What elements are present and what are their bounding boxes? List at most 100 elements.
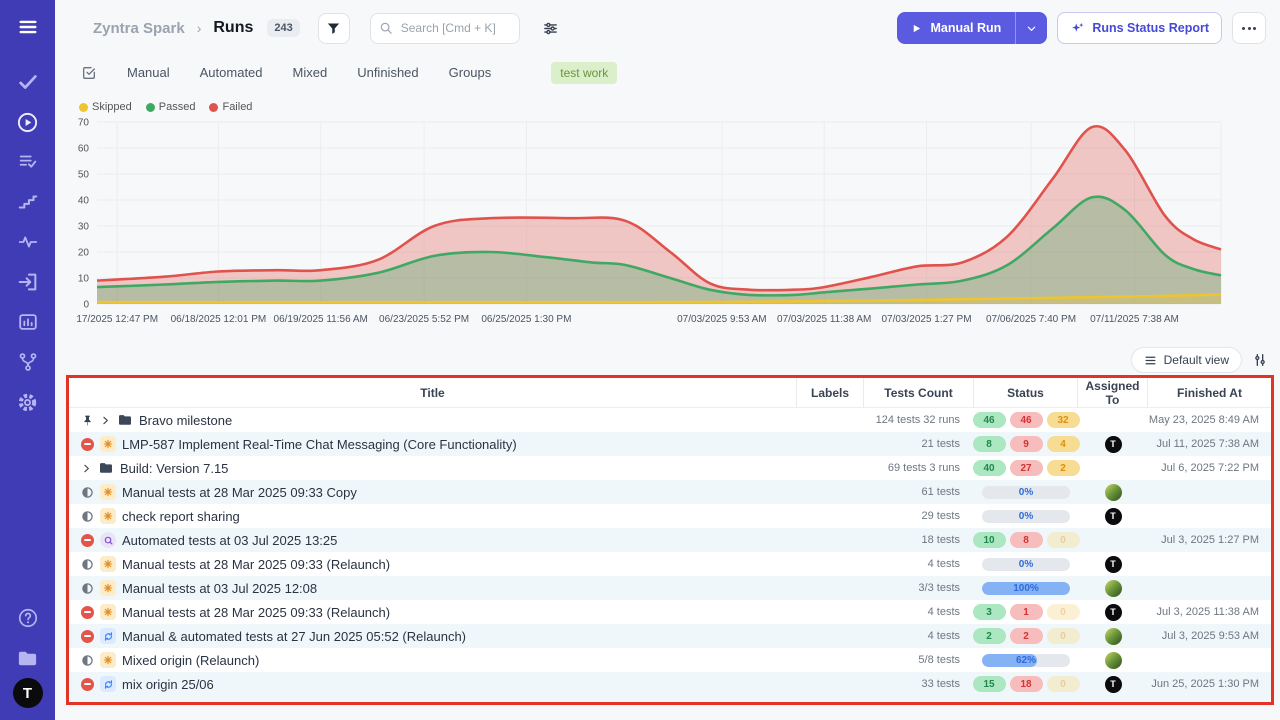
run-title[interactable]: Manual tests at 03 Jul 2025 12:08 xyxy=(122,581,317,596)
search-settings-button[interactable] xyxy=(542,20,559,37)
sidebar-item-import[interactable] xyxy=(0,262,55,302)
tests-count-cell: 69 tests 3 runs xyxy=(864,456,974,480)
run-title[interactable]: Mixed origin (Relaunch) xyxy=(122,653,259,668)
column-header-assigned-to[interactable]: Assigned To xyxy=(1078,378,1148,408)
table-row[interactable]: Mixed origin (Relaunch) 5/8 tests 62% xyxy=(69,648,1271,672)
column-header-labels[interactable]: Labels xyxy=(797,378,864,408)
default-view-label: Default view xyxy=(1164,353,1229,367)
svg-text:07/11/2025 7:38 AM: 07/11/2025 7:38 AM xyxy=(1090,314,1179,325)
sidebar-item-activity[interactable] xyxy=(0,222,55,262)
run-title[interactable]: mix origin 25/06 xyxy=(122,677,214,692)
svg-text:50: 50 xyxy=(78,170,90,181)
assignee-avatar-t[interactable]: T xyxy=(1105,508,1122,525)
menu-toggle-button[interactable] xyxy=(0,0,55,54)
progress-bar: 0% xyxy=(982,510,1070,523)
svg-text:30: 30 xyxy=(78,222,90,233)
run-title[interactable]: Manual tests at 28 Mar 2025 09:33 (Relau… xyxy=(122,557,390,572)
in-progress-status-icon xyxy=(81,654,94,667)
sidebar-item-help[interactable] xyxy=(0,598,55,638)
assignee-avatar-t[interactable]: T xyxy=(1105,676,1122,693)
chevron-right-icon[interactable] xyxy=(100,415,111,426)
tab-mixed[interactable]: Mixed xyxy=(293,65,328,80)
labels-cell xyxy=(797,552,864,576)
run-title[interactable]: LMP-587 Implement Real-Time Chat Messagi… xyxy=(122,437,517,452)
table-row[interactable]: Automated tests at 03 Jul 2025 13:25 18 … xyxy=(69,528,1271,552)
finished-at-cell: Jun 25, 2025 1:30 PM xyxy=(1148,672,1271,696)
search-icon xyxy=(379,21,393,35)
table-row[interactable]: Manual & automated tests at 27 Jun 2025 … xyxy=(69,624,1271,648)
table-row[interactable]: Bravo milestone 124 tests 32 runs 464632… xyxy=(69,408,1271,432)
tab-automated[interactable]: Automated xyxy=(200,65,263,80)
manual-run-button[interactable]: Manual Run xyxy=(897,12,1047,44)
run-title[interactable]: Manual & automated tests at 27 Jun 2025 … xyxy=(122,629,466,644)
assignee-avatar-photo[interactable] xyxy=(1105,580,1122,597)
tab-manual[interactable]: Manual xyxy=(127,65,170,80)
column-header-finished-at[interactable]: Finished At xyxy=(1148,378,1271,408)
table-row[interactable]: Manual tests at 28 Mar 2025 09:33 (Relau… xyxy=(69,552,1271,576)
legend-item-passed[interactable]: Passed xyxy=(146,101,196,113)
sliders-icon xyxy=(542,20,559,37)
chevron-right-icon[interactable] xyxy=(81,463,92,474)
skipped-count-badge: 0 xyxy=(1047,532,1080,548)
select-all-button[interactable] xyxy=(81,65,97,81)
more-options-button[interactable] xyxy=(1232,12,1266,44)
sidebar-item-test-plans[interactable] xyxy=(0,142,55,182)
user-avatar[interactable]: T xyxy=(13,678,43,708)
manual-run-origin-icon xyxy=(100,436,116,452)
columns-settings-button[interactable] xyxy=(1252,352,1268,368)
column-header-tests-count[interactable]: Tests Count xyxy=(864,378,974,408)
run-title[interactable]: check report sharing xyxy=(122,509,240,524)
assignee-avatar-photo[interactable] xyxy=(1105,652,1122,669)
runs-status-report-button[interactable]: Runs Status Report xyxy=(1057,12,1222,44)
table-row[interactable]: LMP-587 Implement Real-Time Chat Messagi… xyxy=(69,432,1271,456)
assignee-avatar-t[interactable]: T xyxy=(1105,436,1122,453)
run-title[interactable]: Build: Version 7.15 xyxy=(120,461,228,476)
sidebar-item-milestones[interactable] xyxy=(0,182,55,222)
run-title[interactable]: Manual tests at 28 Mar 2025 09:33 Copy xyxy=(122,485,357,500)
table-row[interactable]: mix origin 25/06 33 tests 15180 T Jun 25… xyxy=(69,672,1271,696)
run-title[interactable]: Bravo milestone xyxy=(139,413,232,428)
assignee-cell xyxy=(1078,408,1148,432)
table-row[interactable]: check report sharing 29 tests 0% T xyxy=(69,504,1271,528)
list-check-icon xyxy=(17,151,39,173)
manual-run-dropdown[interactable] xyxy=(1016,12,1047,44)
tests-count-cell: 18 tests xyxy=(864,528,974,552)
sidebar-item-tests[interactable] xyxy=(0,62,55,102)
view-toolbar: Default view xyxy=(55,347,1280,373)
table-row[interactable]: Manual tests at 28 Mar 2025 09:33 Copy 6… xyxy=(69,480,1271,504)
filter-tag-test-work[interactable]: test work xyxy=(551,62,617,84)
column-header-status[interactable]: Status xyxy=(974,378,1078,408)
breadcrumb-project[interactable]: Zyntra Spark xyxy=(93,20,185,37)
filter-button[interactable] xyxy=(318,13,350,44)
sidebar-item-runs[interactable] xyxy=(0,102,55,142)
chart-legend: Skipped Passed Failed xyxy=(55,90,1280,114)
breadcrumb-separator: › xyxy=(197,20,202,36)
default-view-button[interactable]: Default view xyxy=(1131,347,1242,373)
passed-count-badge: 10 xyxy=(973,532,1006,548)
assignee-avatar-t[interactable]: T xyxy=(1105,604,1122,621)
tab-groups[interactable]: Groups xyxy=(449,65,492,80)
sidebar-item-branches[interactable] xyxy=(0,342,55,382)
legend-item-failed[interactable]: Failed xyxy=(209,101,252,113)
assignee-avatar-photo[interactable] xyxy=(1105,484,1122,501)
progress-label: 0% xyxy=(982,558,1070,571)
tab-unfinished[interactable]: Unfinished xyxy=(357,65,418,80)
assignee-avatar-t[interactable]: T xyxy=(1105,556,1122,573)
table-row[interactable]: Manual tests at 28 Mar 2025 09:33 (Relau… xyxy=(69,600,1271,624)
sidebar-item-settings[interactable] xyxy=(0,382,55,422)
sidebar-item-analytics[interactable] xyxy=(0,302,55,342)
column-header-title[interactable]: Title xyxy=(69,378,797,408)
run-title-cell: mix origin 25/06 xyxy=(69,672,797,696)
folder-icon xyxy=(16,647,39,670)
table-row[interactable]: Manual tests at 03 Jul 2025 12:08 3/3 te… xyxy=(69,576,1271,600)
stopped-status-icon xyxy=(81,534,94,547)
assignee-avatar-photo[interactable] xyxy=(1105,628,1122,645)
run-title-cell: Bravo milestone xyxy=(69,408,797,432)
table-row[interactable]: Build: Version 7.15 69 tests 3 runs 4027… xyxy=(69,456,1271,480)
legend-item-skipped[interactable]: Skipped xyxy=(79,101,132,113)
status-cell: 100% xyxy=(974,576,1078,600)
sidebar-item-projects[interactable] xyxy=(0,638,55,678)
run-title[interactable]: Manual tests at 28 Mar 2025 09:33 (Relau… xyxy=(122,605,390,620)
labels-cell xyxy=(797,408,864,432)
run-title[interactable]: Automated tests at 03 Jul 2025 13:25 xyxy=(122,533,337,548)
